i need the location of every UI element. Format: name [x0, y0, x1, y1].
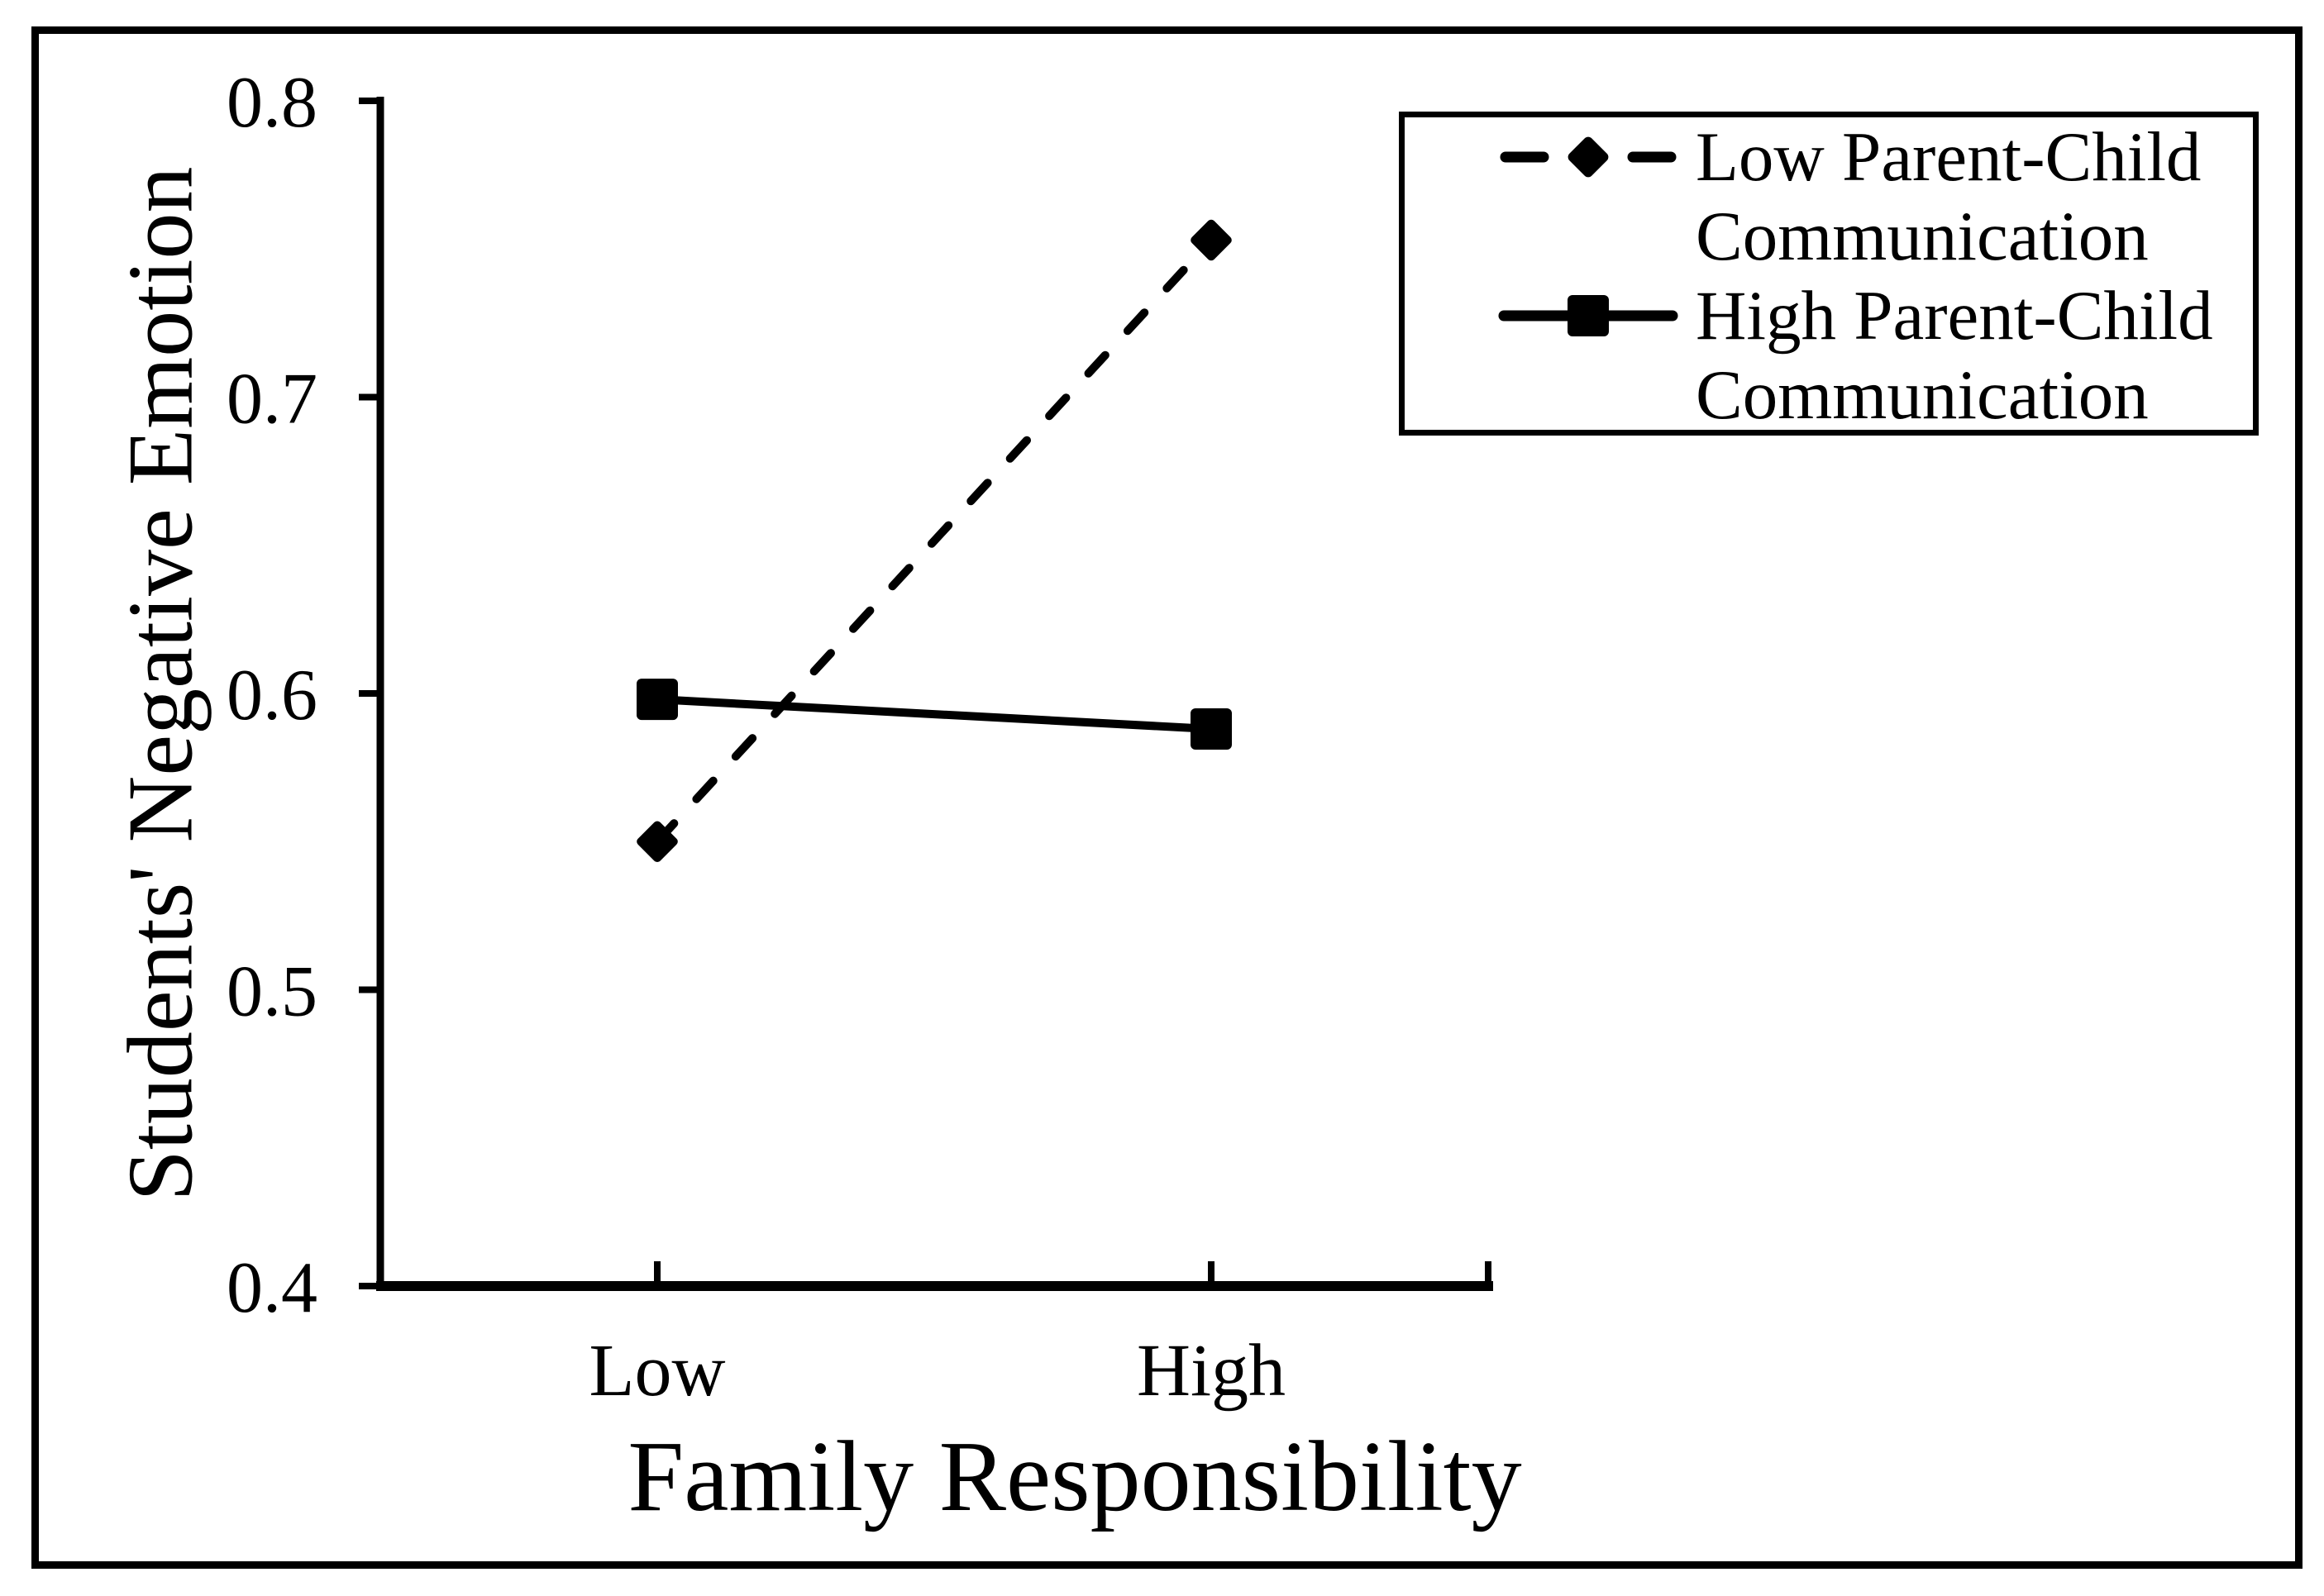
y-tick-label: 0.4 [227, 1248, 317, 1328]
legend-label: High Parent-Child Communication [1696, 277, 2213, 434]
legend: Low Parent-Child Communication High Pare… [1399, 112, 2259, 436]
diamond-marker [637, 821, 678, 863]
series-line-1 [656, 695, 1212, 734]
x-axis-title: Family Responsibility [628, 1421, 1522, 1532]
square-marker [637, 679, 678, 721]
x-category-label: High [1137, 1330, 1286, 1412]
legend-entry-high-communication: High Parent-Child Communication [1497, 276, 2253, 434]
y-tick-label: 0.5 [227, 952, 317, 1032]
square-marker [1191, 708, 1232, 750]
dashed-line-diamond-icon [1500, 136, 1677, 178]
diamond-marker [1191, 219, 1232, 261]
y-tick-label: 0.7 [227, 360, 317, 440]
legend-entry-low-communication: Low Parent-Child Communication [1497, 117, 2253, 276]
solid-line-square-icon [1498, 295, 1678, 336]
series-line-0 [653, 236, 1215, 846]
y-tick-label: 0.8 [227, 63, 317, 143]
y-tick-label: 0.6 [227, 655, 317, 736]
x-category-label: Low [589, 1330, 726, 1412]
legend-label: Low Parent-Child Communication [1696, 118, 2202, 275]
y-axis-title: Students' Negative Emotion [109, 166, 212, 1202]
